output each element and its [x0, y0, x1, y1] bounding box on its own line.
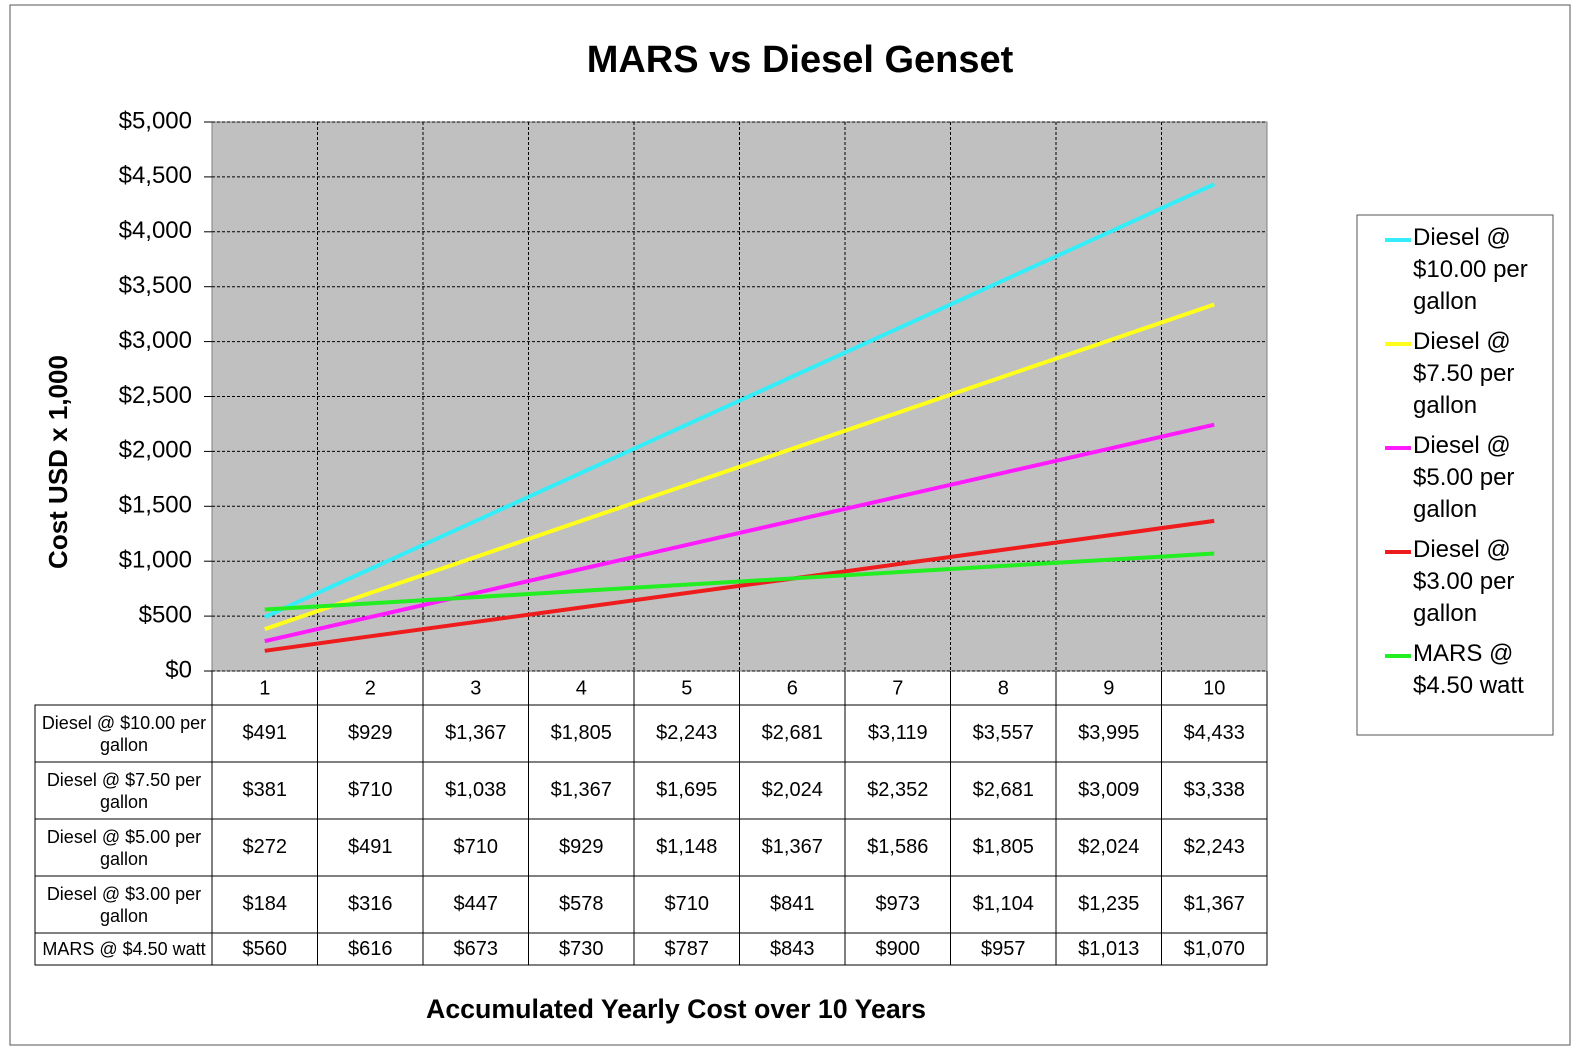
x-axis-title: Accumulated Yearly Cost over 10 Years: [426, 994, 926, 1024]
legend-label: Diesel @ $10.00 per gallon: [1413, 224, 1528, 315]
table-cell: $730: [559, 937, 604, 960]
table-cell: $1,013: [1078, 937, 1140, 960]
chart-title: MARS vs Diesel Genset: [587, 39, 1014, 81]
table-cell: $1,038: [445, 779, 507, 801]
table-cell: $1,367: [1183, 893, 1245, 915]
y-axis-title: Cost USD x 1,000: [43, 355, 73, 569]
table-cell: $2,681: [761, 722, 823, 744]
table-cell: $1,805: [550, 722, 612, 744]
table-cell: $491: [348, 836, 393, 858]
x-tick-label: 6: [787, 677, 798, 699]
table-cell: $2,243: [656, 722, 718, 744]
series-line: [264, 302, 1215, 632]
x-tick-label: 3: [470, 677, 481, 699]
legend-label: Diesel @ $7.50 per gallon: [1413, 328, 1515, 419]
y-tick-label: $4,000: [119, 217, 192, 244]
series-line: [264, 551, 1215, 612]
y-tick-label: $500: [139, 601, 192, 628]
table-cell: $957: [981, 937, 1026, 960]
series-line: [263, 182, 1216, 619]
table-cell: $578: [559, 893, 604, 915]
table-cell: $1,586: [867, 836, 929, 858]
legend-label: MARS @ $4.50 watt: [1413, 640, 1524, 699]
row-header: Diesel @ $5.00 per gallon: [46, 826, 202, 869]
table-cell: $272: [242, 836, 288, 858]
x-tick-label: 4: [576, 677, 587, 699]
table-cell: $2,681: [972, 779, 1034, 801]
y-tick-label: $3,500: [119, 272, 192, 299]
legend-label: Diesel @ $3.00 per gallon: [1413, 536, 1515, 627]
table-cell: $841: [770, 893, 815, 915]
table-cell: $3,995: [1078, 722, 1140, 744]
row-header: Diesel @ $10.00 per gallon: [41, 712, 207, 755]
table-cell: $2,352: [867, 779, 929, 801]
table-frame: [34, 704, 1268, 966]
table-cell: $447: [453, 893, 499, 915]
table-cell: $787: [664, 937, 710, 960]
table-cell: $2,024: [1078, 836, 1140, 858]
table-cell: $710: [453, 836, 499, 858]
x-tick-label: 9: [1103, 677, 1114, 699]
legend-label: Diesel @ $5.00 per gallon: [1413, 432, 1515, 523]
table-cell: $3,557: [972, 722, 1034, 744]
table-cell: $1,235: [1078, 893, 1140, 915]
row-header: Diesel @ $3.00 per gallon: [46, 883, 202, 926]
table-cell: $3,338: [1183, 779, 1245, 801]
x-tick-label: 5: [681, 677, 692, 699]
x-tick-label: 2: [365, 677, 376, 699]
table-cell: $1,367: [550, 779, 612, 801]
legend-box: [1356, 214, 1554, 736]
table-cell: $3,119: [867, 722, 928, 744]
y-tick-label: $2,500: [119, 382, 192, 409]
series-line: [264, 518, 1215, 653]
y-tick-label: $0: [165, 656, 192, 683]
series-line: [264, 422, 1215, 644]
row-header: MARS @ $4.50 watt: [42, 939, 206, 959]
table-cell: $929: [348, 722, 393, 744]
table-cell: $4,433: [1183, 722, 1245, 744]
table-cell: $1,070: [1183, 937, 1245, 960]
table-cell: $929: [559, 836, 604, 858]
y-tick-label: $2,000: [119, 437, 192, 464]
table-cell: $973: [875, 893, 921, 915]
y-tick-label: $3,000: [119, 327, 192, 354]
table-cell: $710: [348, 779, 393, 801]
table-cell: $1,104: [972, 893, 1034, 915]
table-cell: $1,367: [445, 722, 507, 744]
table-cell: $184: [242, 893, 288, 915]
table-cell: $3,009: [1078, 779, 1140, 801]
table-cell: $1,367: [761, 836, 823, 858]
x-tick-label: 7: [892, 677, 903, 699]
table-cell: $616: [348, 937, 393, 960]
table-cell: $710: [664, 893, 710, 915]
table-cell: $2,243: [1183, 836, 1245, 858]
table-cell: $1,695: [656, 779, 718, 801]
table-cell: $2,024: [761, 779, 823, 801]
y-tick-label: $1,500: [119, 492, 192, 519]
table-cell: $673: [453, 937, 499, 960]
y-tick-label: $1,000: [119, 547, 192, 574]
table-cell: $843: [770, 937, 815, 960]
row-header: Diesel @ $7.50 per gallon: [46, 769, 202, 812]
table-cell: $1,805: [972, 836, 1034, 858]
table-cell: $491: [242, 722, 288, 744]
table-cell: $1,148: [656, 836, 718, 858]
x-tick-label: 1: [259, 677, 270, 699]
x-tick-label: 10: [1203, 677, 1225, 699]
table-cell: $381: [242, 779, 288, 801]
table-cell: $900: [875, 937, 921, 960]
table-cell: $316: [348, 893, 393, 915]
x-tick-label: 8: [998, 677, 1009, 699]
table-cell: $560: [242, 937, 288, 960]
y-tick-label: $4,500: [119, 162, 192, 189]
y-tick-label: $5,000: [119, 107, 192, 134]
